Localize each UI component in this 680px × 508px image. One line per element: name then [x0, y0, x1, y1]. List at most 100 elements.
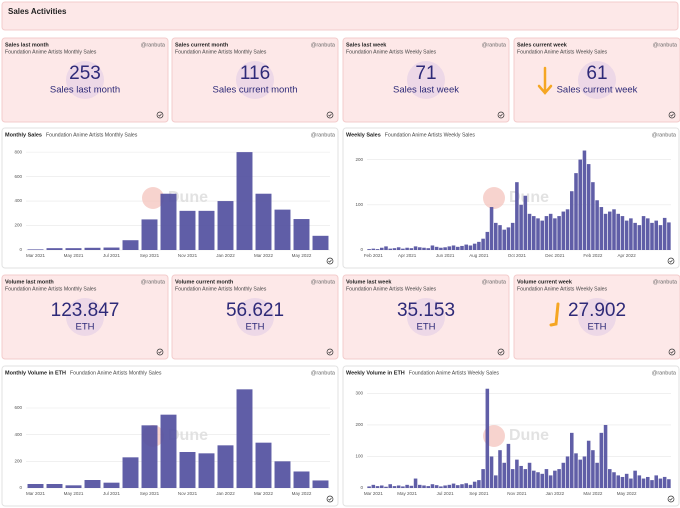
bar — [498, 450, 502, 488]
bar — [557, 216, 561, 250]
value-halo — [66, 298, 104, 336]
bar — [532, 470, 536, 488]
bar — [401, 248, 405, 250]
bar — [255, 442, 272, 488]
bar — [255, 193, 272, 250]
bar — [274, 461, 291, 488]
bar — [396, 247, 401, 250]
bar — [401, 486, 405, 488]
bar — [141, 219, 158, 250]
bar — [646, 476, 650, 488]
check-mark — [158, 113, 162, 117]
card-label: Sales last month — [50, 85, 120, 96]
bar — [489, 456, 494, 488]
card-subtitle: Foundation Anime Artists Weekly Sales — [346, 286, 437, 292]
x-tick-label: Jul 2021 — [437, 491, 455, 496]
bar — [519, 204, 523, 250]
y-tick-label: 200 — [355, 157, 363, 162]
card-label: ETH — [76, 322, 95, 333]
x-tick-label: May 2022 — [292, 491, 312, 496]
bar — [510, 469, 515, 488]
bar — [650, 480, 654, 488]
bar — [523, 195, 528, 250]
bar — [430, 245, 435, 250]
card-label: Sales current week — [557, 85, 638, 96]
value-halo — [66, 61, 104, 99]
bar — [519, 465, 523, 488]
x-tick-label: Mar 2022 — [254, 253, 274, 258]
card-subtitle: Foundation Anime Artists Weekly Sales — [517, 49, 608, 55]
bar — [548, 213, 553, 250]
x-tick-label: Dec 2021 — [545, 253, 565, 258]
bar — [380, 247, 384, 250]
check-mark — [499, 113, 503, 117]
bar — [561, 211, 566, 250]
bar — [179, 210, 196, 250]
bar — [515, 459, 519, 488]
bar — [565, 209, 570, 250]
bar — [439, 247, 443, 250]
card-title: Sales current month — [175, 42, 229, 48]
bar — [103, 247, 120, 250]
chart-author: @ranbuta — [652, 132, 677, 138]
card-value: 56.621 — [226, 300, 284, 321]
card-label: Sales last week — [393, 85, 459, 96]
bar — [599, 207, 604, 250]
check-mark — [328, 350, 332, 354]
y-tick-label: 200 — [14, 223, 22, 228]
bar — [293, 471, 310, 488]
x-tick-label: Jan 2022 — [216, 253, 235, 258]
bar — [510, 222, 515, 250]
dashboard-title: Sales Activities — [8, 7, 67, 16]
card-value: 123.847 — [51, 300, 120, 321]
bar — [217, 445, 234, 488]
y-tick-label: 0 — [360, 247, 363, 252]
bar — [658, 478, 663, 488]
card-author: @ranbuta — [311, 279, 336, 285]
bar — [548, 475, 553, 488]
bar — [460, 245, 464, 250]
bar — [570, 432, 574, 488]
bar — [380, 485, 384, 488]
value-halo — [407, 298, 445, 336]
card-author: @ranbuta — [311, 42, 336, 48]
check-icon — [326, 257, 334, 265]
x-tick-label: Nov 2021 — [178, 491, 198, 496]
check-mark — [670, 113, 674, 117]
bar — [122, 240, 139, 250]
bar — [371, 248, 376, 250]
bar — [447, 484, 452, 488]
bar — [141, 425, 158, 488]
card-author: @ranbuta — [653, 279, 678, 285]
bar — [439, 486, 443, 488]
watermark-text: Dune — [168, 427, 208, 444]
card-value: 27.902 — [568, 300, 626, 321]
bar — [612, 209, 616, 250]
bar — [561, 462, 566, 488]
check-mark — [499, 350, 503, 354]
chart-panel — [342, 365, 680, 507]
bar — [532, 216, 536, 250]
card-title: Volume current month — [175, 279, 234, 285]
bar — [540, 473, 544, 488]
check-mark — [669, 259, 673, 263]
x-tick-label: Feb 2022 — [583, 253, 603, 258]
bar — [591, 182, 595, 250]
x-tick-label: Sep 2021 — [469, 491, 489, 496]
card-title: Sales current week — [517, 42, 568, 48]
bar — [667, 479, 671, 488]
card-subtitle: Foundation Anime Artists Monthly Sales — [175, 49, 267, 55]
bar — [662, 217, 667, 250]
bar — [430, 484, 435, 488]
watermark-logo — [142, 187, 164, 209]
card-value: 35.153 — [397, 300, 455, 321]
check-icon — [667, 495, 675, 503]
bar — [405, 484, 409, 488]
bar — [426, 248, 430, 250]
bar — [198, 453, 215, 488]
bar — [384, 246, 388, 250]
value-halo — [407, 61, 445, 99]
card-title: Sales last week — [346, 42, 387, 48]
bar — [46, 248, 63, 250]
